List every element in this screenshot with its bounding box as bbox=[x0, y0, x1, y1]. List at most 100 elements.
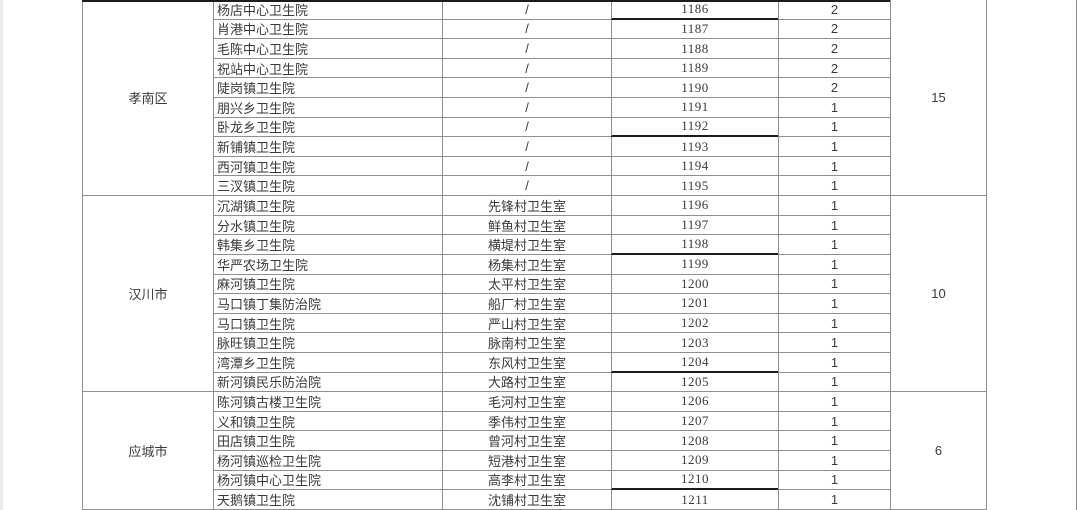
count-cell: 1 bbox=[778, 470, 890, 491]
count-cell: 1 bbox=[778, 372, 890, 393]
count-cell: 1 bbox=[778, 98, 890, 118]
count-cell: 1 bbox=[778, 235, 890, 255]
village-clinic-cell: 东风村卫生室 bbox=[442, 352, 611, 373]
village-clinic-cell: 太平村卫生室 bbox=[442, 274, 611, 295]
serial-number-cell: 1210 bbox=[611, 470, 778, 491]
village-clinic-cell: 先锋村卫生室 bbox=[442, 196, 611, 216]
serial-number-cell: 1204 bbox=[611, 352, 778, 373]
count-cell: 1 bbox=[778, 352, 890, 373]
region-cell: 汉川市 bbox=[82, 196, 213, 393]
hospital-cell: 三汊镇卫生院 bbox=[213, 176, 442, 197]
hospital-cell: 肖港中心卫生院 bbox=[213, 19, 442, 40]
count-cell: 1 bbox=[778, 333, 890, 353]
count-cell: 2 bbox=[778, 19, 890, 40]
serial-number-cell: 1199 bbox=[611, 254, 778, 275]
serial-number-cell: 1200 bbox=[611, 274, 778, 295]
count-cell: 1 bbox=[778, 490, 890, 510]
serial-number-cell: 1209 bbox=[611, 451, 778, 471]
village-clinic-cell: / bbox=[442, 117, 611, 138]
hospital-cell: 朋兴乡卫生院 bbox=[213, 98, 442, 118]
hospital-cell: 杨店中心卫生院 bbox=[213, 0, 442, 20]
section-total-cell: 6 bbox=[890, 392, 986, 510]
village-clinic-cell: / bbox=[442, 58, 611, 79]
count-cell: 1 bbox=[778, 156, 890, 177]
hospital-cell: 马口镇丁集防治院 bbox=[213, 294, 442, 314]
region-cell: 应城市 bbox=[82, 392, 213, 510]
village-clinic-cell: 沈铺村卫生室 bbox=[442, 490, 611, 510]
section-total-cell: 15 bbox=[890, 0, 986, 197]
serial-number-cell: 1205 bbox=[611, 372, 778, 393]
serial-number-cell: 1201 bbox=[611, 294, 778, 314]
count-cell: 1 bbox=[778, 254, 890, 275]
serial-number-cell: 1193 bbox=[611, 137, 778, 157]
hospital-cell: 祝站中心卫生院 bbox=[213, 58, 442, 79]
hospital-cell: 陡岗镇卫生院 bbox=[213, 78, 442, 99]
hospital-cell: 分水镇卫生院 bbox=[213, 215, 442, 236]
serial-number-cell: 1191 bbox=[611, 98, 778, 118]
hospital-cell: 卧龙乡卫生院 bbox=[213, 117, 442, 138]
village-clinic-cell: 鲜鱼村卫生室 bbox=[442, 215, 611, 236]
serial-number-cell: 1207 bbox=[611, 411, 778, 432]
hospital-cell: 新河镇民乐防治院 bbox=[213, 372, 442, 393]
hospital-cell: 杨河镇中心卫生院 bbox=[213, 470, 442, 491]
health-facility-table: 孝南区 15 杨店中心卫生院/1186 2 肖港中心卫生院/1187 2 毛陈中心卫生院/1… bbox=[3, 0, 1077, 510]
serial-number-cell: 1197 bbox=[611, 215, 778, 236]
hospital-cell: 湾潭乡卫生院 bbox=[213, 352, 442, 373]
serial-number-cell: 1202 bbox=[611, 313, 778, 334]
hospital-cell: 新铺镇卫生院 bbox=[213, 137, 442, 157]
village-clinic-cell: 严山村卫生室 bbox=[442, 313, 611, 334]
count-cell: 2 bbox=[778, 39, 890, 59]
serial-number-cell: 1206 bbox=[611, 392, 778, 412]
village-clinic-cell: 大路村卫生室 bbox=[442, 372, 611, 393]
village-clinic-cell: 船厂村卫生室 bbox=[442, 294, 611, 314]
serial-number-cell: 1189 bbox=[611, 58, 778, 79]
count-cell: 1 bbox=[778, 137, 890, 157]
serial-number-cell: 1187 bbox=[611, 19, 778, 40]
count-cell: 1 bbox=[778, 313, 890, 334]
village-clinic-cell: 季伟村卫生室 bbox=[442, 411, 611, 432]
count-cell: 1 bbox=[778, 117, 890, 138]
count-cell: 1 bbox=[778, 294, 890, 314]
village-clinic-cell: / bbox=[442, 176, 611, 197]
hospital-cell: 西河镇卫生院 bbox=[213, 156, 442, 177]
hospital-cell: 田店镇卫生院 bbox=[213, 431, 442, 452]
count-cell: 2 bbox=[778, 58, 890, 79]
count-cell: 2 bbox=[778, 78, 890, 99]
serial-number-cell: 1192 bbox=[611, 117, 778, 138]
village-clinic-cell: 高李村卫生室 bbox=[442, 470, 611, 491]
count-cell: 1 bbox=[778, 392, 890, 412]
count-cell: 1 bbox=[778, 411, 890, 432]
count-cell: 1 bbox=[778, 274, 890, 295]
serial-number-cell: 1211 bbox=[611, 490, 778, 510]
empty-right-cell bbox=[986, 0, 1077, 510]
count-cell: 2 bbox=[778, 0, 890, 20]
village-clinic-cell: / bbox=[442, 78, 611, 99]
hospital-cell: 脉旺镇卫生院 bbox=[213, 333, 442, 353]
serial-number-cell: 1198 bbox=[611, 235, 778, 255]
serial-number-cell: 1195 bbox=[611, 176, 778, 197]
village-clinic-cell: 脉南村卫生室 bbox=[442, 333, 611, 353]
count-cell: 1 bbox=[778, 431, 890, 452]
serial-number-cell: 1190 bbox=[611, 78, 778, 99]
village-clinic-cell: 毛河村卫生室 bbox=[442, 392, 611, 412]
section-total-cell: 10 bbox=[890, 196, 986, 393]
village-clinic-cell: / bbox=[442, 137, 611, 157]
hospital-cell: 马口镇卫生院 bbox=[213, 313, 442, 334]
count-cell: 1 bbox=[778, 215, 890, 236]
count-cell: 1 bbox=[778, 176, 890, 197]
hospital-cell: 麻河镇卫生院 bbox=[213, 274, 442, 295]
village-clinic-cell: 曾河村卫生室 bbox=[442, 431, 611, 452]
hospital-cell: 陈河镇古楼卫生院 bbox=[213, 392, 442, 412]
empty-left-cell bbox=[3, 0, 82, 510]
region-cell: 孝南区 bbox=[82, 0, 213, 197]
village-clinic-cell: 横堤村卫生室 bbox=[442, 235, 611, 255]
serial-number-cell: 1186 bbox=[611, 0, 778, 20]
serial-number-cell: 1188 bbox=[611, 39, 778, 59]
hospital-cell: 华严农场卫生院 bbox=[213, 254, 442, 275]
count-cell: 1 bbox=[778, 196, 890, 216]
village-clinic-cell: / bbox=[442, 0, 611, 20]
hospital-cell: 杨河镇巡检卫生院 bbox=[213, 451, 442, 471]
count-cell: 1 bbox=[778, 451, 890, 471]
hospital-cell: 毛陈中心卫生院 bbox=[213, 39, 442, 59]
